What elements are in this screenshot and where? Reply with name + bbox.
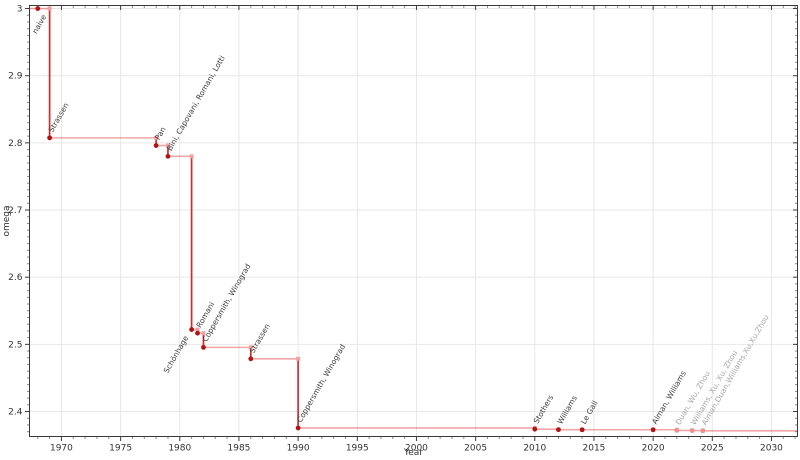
data-point-marker [248, 356, 254, 362]
y-tick-label: 2.8 [8, 139, 23, 149]
corner-marker [248, 345, 253, 350]
x-tick-label: 2015 [583, 444, 606, 454]
x-tick-label: 1990 [287, 444, 310, 454]
x-tick-label: 2025 [701, 444, 724, 454]
x-tick-label: 1995 [346, 444, 369, 454]
data-point-marker [201, 344, 206, 350]
data-point-marker [295, 425, 301, 431]
x-tick-label: 1970 [50, 444, 73, 454]
data-point-marker [153, 143, 159, 148]
x-tick-label: 1975 [109, 444, 132, 454]
plot-border [29, 5, 798, 437]
data-point-marker [556, 427, 561, 433]
corner-marker [195, 327, 200, 332]
step-line [29, 7, 798, 432]
corner-marker [154, 135, 159, 140]
data-point-marker [650, 427, 656, 433]
y-tick-label: 2.4 [8, 408, 23, 418]
point-label: Le Gall [579, 399, 600, 426]
point-label: Bini, Capovani, Romani, Lotti [165, 54, 227, 152]
x-tick-label: 2030 [760, 444, 783, 454]
corner-marker [165, 143, 170, 148]
point-label: naive [30, 13, 48, 36]
y-tick-label: 2.7 [8, 206, 22, 216]
data-point-marker [195, 330, 200, 336]
x-tick-label: 2010 [523, 444, 546, 454]
x-tick-label: 2005 [464, 444, 487, 454]
corner-marker [201, 331, 206, 336]
x-tick-label: 1980 [168, 444, 191, 454]
y-axis-title: omega [2, 205, 12, 236]
x-tick-label: 2020 [642, 444, 665, 454]
data-point-marker [532, 426, 538, 432]
data-point-marker [700, 428, 706, 434]
y-tick-label: 3 [17, 5, 23, 15]
data-point-marker [189, 327, 195, 332]
y-tick-label: 2.5 [8, 340, 22, 350]
data-point-marker [47, 135, 53, 141]
point-label: Alman,Duan,Williams,Xu,Xu,Zhou [700, 313, 771, 427]
corner-marker [296, 356, 301, 361]
y-tick-label: 2.6 [8, 273, 23, 283]
corner-marker [189, 154, 194, 159]
data-point-marker [674, 428, 680, 433]
data-point-marker [579, 427, 585, 433]
y-tick-label: 2.9 [8, 72, 23, 82]
data-point-marker [35, 6, 41, 11]
point-label: Williams [555, 394, 579, 426]
x-tick-label: 2000 [405, 444, 428, 454]
point-label: Strassen [248, 322, 272, 355]
corner-marker [47, 6, 52, 11]
point-label: Pan [153, 125, 168, 141]
x-axis-title: Year [403, 448, 423, 458]
data-point-marker [165, 153, 171, 159]
data-point-marker [689, 428, 695, 434]
x-tick-label: 1985 [228, 444, 251, 454]
point-label: Schönhage [162, 334, 191, 375]
